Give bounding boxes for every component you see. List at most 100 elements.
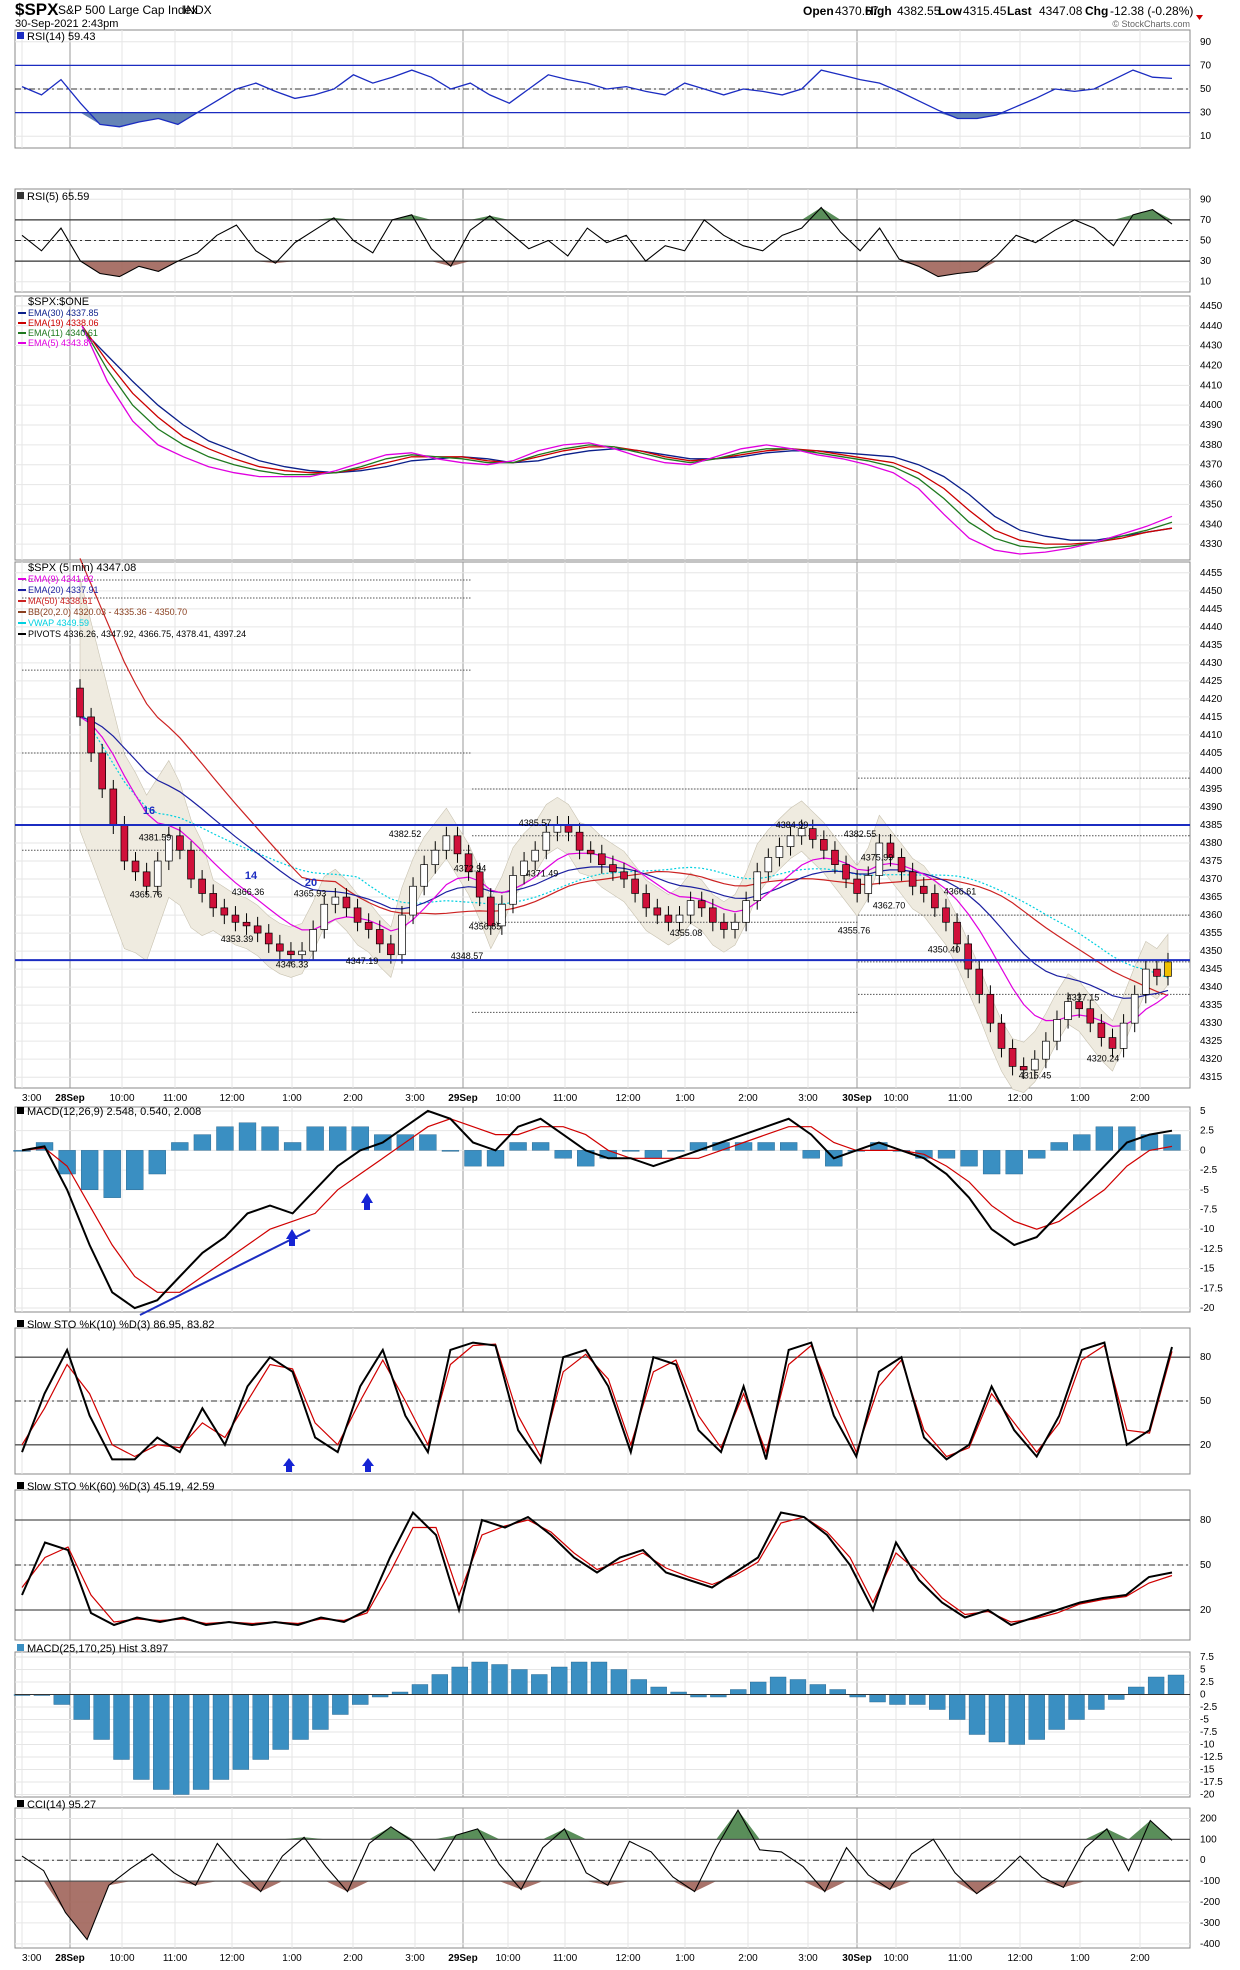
time-axis-label: 1:00	[1070, 1093, 1090, 1104]
macd-hist-bar	[212, 1694, 230, 1780]
candle-body	[631, 878, 639, 894]
y-tick-label: 4390	[1200, 420, 1223, 431]
wave-count-label: 16	[143, 805, 155, 817]
candle-body	[953, 921, 961, 945]
candle	[87, 707, 95, 762]
ema-series-line	[81, 325, 1173, 545]
y-tick-label: 50	[1200, 84, 1212, 95]
y-tick-label: -12.5	[1200, 1752, 1223, 1763]
candle	[675, 906, 684, 932]
macd-hist-bar	[570, 1661, 588, 1695]
time-axis-label: 12:00	[615, 1093, 640, 1104]
y-tick-label: -2.5	[1200, 1165, 1218, 1176]
candle	[153, 852, 162, 896]
macd-hist-bar	[1088, 1694, 1105, 1710]
candle-body	[187, 849, 195, 880]
candle	[875, 834, 884, 885]
rsi5-line	[21, 206, 1173, 278]
time-axis-label: 2:00	[738, 1093, 758, 1104]
candle-body	[76, 687, 84, 718]
candle-body	[264, 932, 273, 945]
candle-body	[897, 857, 906, 873]
y-tick-label: 70	[1200, 215, 1212, 226]
price-annotation: 4356.85	[469, 921, 502, 931]
price-annotation: 4375.99	[861, 852, 894, 862]
y-tick-label: 100	[1200, 1834, 1217, 1845]
y-tick-label: 5	[1200, 1665, 1206, 1676]
macd-hist-bar	[80, 1150, 99, 1190]
down-arrow-icon	[1196, 15, 1203, 20]
time-axis-bottom: 3:00 28Sep 10:00 11:00 12:00 1:00 2:00 3:00 29Se…	[22, 1953, 1150, 1964]
macd-hist-bar	[667, 1150, 685, 1152]
macd-hist-bar	[644, 1150, 663, 1159]
ohlc-item-low: Low 4315.45	[938, 4, 1007, 18]
y-tick-label: 4350	[1200, 499, 1223, 510]
price-annotation: 4365.76	[130, 889, 163, 899]
series-swatch-icon	[17, 1320, 24, 1327]
rsi-oversold-fill	[22, 112, 1172, 127]
y-tick-label: 4400	[1200, 766, 1223, 777]
candle	[853, 870, 861, 903]
stoch-k-line	[21, 1510, 1173, 1627]
series-swatch-icon	[17, 1800, 24, 1807]
macd-hist-bar	[809, 1684, 827, 1695]
candle	[697, 891, 706, 917]
candle-body	[498, 903, 506, 927]
time-axis-label: 30Sep	[842, 1953, 871, 1964]
candle-body	[276, 943, 284, 952]
y-tick-label: -12.5	[1200, 1244, 1223, 1255]
y-tick-label: 4450	[1200, 301, 1223, 312]
time-axis-label: 10:00	[883, 1093, 908, 1104]
y-tick-label: 50	[1200, 236, 1212, 247]
candle	[931, 884, 939, 917]
macd-hist-bar	[1163, 1134, 1181, 1151]
macd-hist-bar	[113, 1694, 130, 1760]
candle-body	[753, 871, 762, 902]
time-axis-label: 1:00	[1070, 1953, 1090, 1964]
symbol-name: S&P 500 Large Cap Index	[58, 3, 197, 17]
macd-hist-bar	[133, 1694, 150, 1780]
price-annotation: 4355.08	[670, 928, 703, 938]
macd-hist-bar	[889, 1694, 906, 1705]
y-tick-label: 4360	[1200, 480, 1223, 491]
time-axis-label: 30Sep	[842, 1093, 871, 1104]
y-tick-label: 4445	[1200, 604, 1223, 615]
macd-hist-bar	[329, 1126, 347, 1151]
price-annotation: 4355.76	[838, 925, 871, 935]
ohlc-label: Low	[938, 4, 963, 18]
time-axis-label: 1:00	[282, 1953, 302, 1964]
candle-body	[1097, 1022, 1106, 1038]
chart-datetime: 30-Sep-2021 2:43pm	[15, 18, 118, 30]
candle	[964, 934, 972, 979]
panel-title: $SPX (5 min) 4347.08	[28, 562, 136, 574]
y-tick-label: 4430	[1200, 658, 1223, 669]
macd-hist-bar	[232, 1694, 250, 1770]
time-axis-label: 11:00	[163, 1093, 188, 1104]
macd-hist-bar	[431, 1674, 448, 1695]
candle	[709, 898, 717, 932]
series-swatch-icon	[17, 1482, 24, 1489]
macd-hist-bar	[13, 1150, 31, 1152]
ohlc-label: Open	[803, 4, 834, 18]
candle-body	[742, 900, 750, 923]
candle-body	[165, 835, 173, 862]
macd-hist-bar	[909, 1694, 926, 1705]
candle-body	[109, 788, 118, 826]
candle	[264, 924, 273, 953]
y-tick-label: 50	[1200, 1560, 1212, 1571]
candle-body	[398, 914, 406, 956]
candle-body	[198, 878, 206, 894]
panel-title: $SPX:$ONE	[28, 296, 89, 308]
time-axis-label: 1:00	[675, 1093, 695, 1104]
candle	[642, 884, 650, 917]
price-annotation: 4353.39	[221, 934, 254, 944]
candle-body	[464, 853, 473, 873]
rsi5-oversold-fill	[22, 261, 1172, 277]
macd-hist-bar	[1167, 1674, 1185, 1695]
macd-hist-bar	[153, 1694, 170, 1790]
ema-series-line	[81, 325, 1173, 549]
candle	[686, 891, 695, 925]
price-annotation: 4365.93	[294, 889, 327, 899]
macd-hist-bar	[968, 1694, 986, 1735]
candle-body	[298, 950, 306, 956]
